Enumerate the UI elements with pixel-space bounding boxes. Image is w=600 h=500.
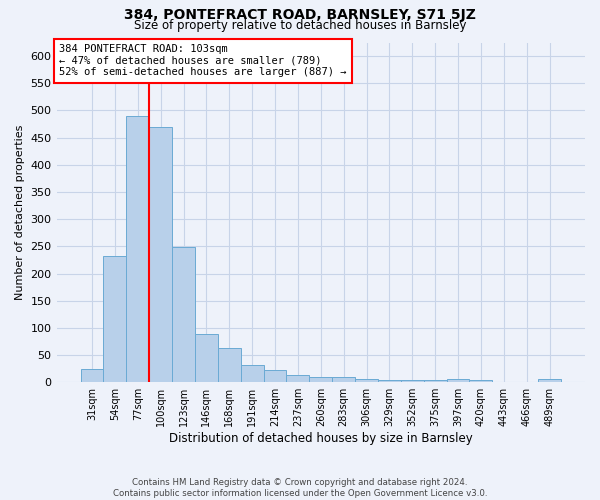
Text: 384 PONTEFRACT ROAD: 103sqm
← 47% of detached houses are smaller (789)
52% of se: 384 PONTEFRACT ROAD: 103sqm ← 47% of det… [59,44,347,78]
Bar [263,370,286,382]
Bar [355,379,378,382]
Text: Contains HM Land Registry data © Crown copyright and database right 2024.
Contai: Contains HM Land Registry data © Crown c… [113,478,487,498]
Bar [401,380,424,382]
Bar [127,116,149,382]
X-axis label: Distribution of detached houses by size in Barnsley: Distribution of detached houses by size … [169,432,473,445]
Text: Size of property relative to detached houses in Barnsley: Size of property relative to detached ho… [134,18,466,32]
Bar [80,368,103,382]
Text: 384, PONTEFRACT ROAD, BARNSLEY, S71 5JZ: 384, PONTEFRACT ROAD, BARNSLEY, S71 5JZ [124,8,476,22]
Bar [424,380,446,382]
Y-axis label: Number of detached properties: Number of detached properties [15,124,25,300]
Bar [103,256,127,382]
Bar [378,380,401,382]
Bar [446,379,469,382]
Bar [195,334,218,382]
Bar [469,380,493,382]
Bar [218,348,241,382]
Bar [149,126,172,382]
Bar [538,380,561,382]
Bar [241,365,263,382]
Bar [286,375,310,382]
Bar [172,248,195,382]
Bar [332,378,355,382]
Bar [310,377,332,382]
